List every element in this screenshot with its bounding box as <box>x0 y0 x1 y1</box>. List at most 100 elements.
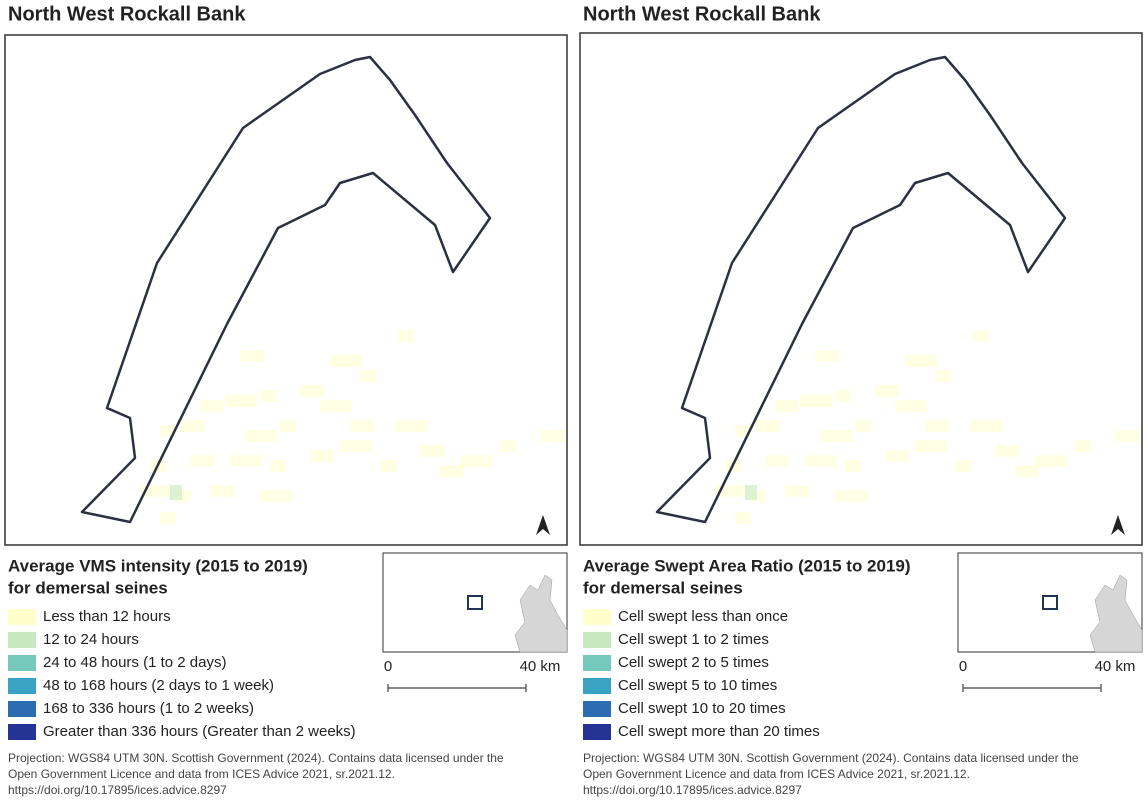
bank-boundary <box>655 55 1067 524</box>
fishing-cell <box>280 420 296 432</box>
fishing-cell <box>815 350 839 362</box>
legend-label: 24 to 48 hours (1 to 2 days) <box>43 654 226 671</box>
legend-label: 48 to 168 hours (2 days to 1 week) <box>43 677 274 694</box>
fishing-cell <box>765 455 789 467</box>
legend-label: Less than 12 hours <box>43 608 171 625</box>
fishing-cell <box>350 420 374 432</box>
footnote: Open Government Licence and data from IC… <box>8 767 395 781</box>
fishing-cell <box>885 450 909 462</box>
legend-swatch <box>8 609 36 625</box>
fishing-cell <box>240 350 264 362</box>
legend-swatch <box>8 701 36 717</box>
legend-swatch <box>8 678 36 694</box>
legend-swatch <box>583 609 611 625</box>
fishing-cell <box>935 370 951 382</box>
legend-title: Average VMS intensity (2015 to 2019) <box>8 556 308 575</box>
fishing-cell <box>1035 455 1067 467</box>
footnote: Open Government Licence and data from IC… <box>583 767 970 781</box>
fishing-cell <box>755 420 779 432</box>
scale-label: 0 <box>959 658 967 675</box>
legend-title: for demersal seines <box>583 578 743 597</box>
legend-label: Cell swept 10 to 20 times <box>618 700 786 717</box>
legend-swatch <box>583 632 611 648</box>
legend-swatch <box>8 724 36 740</box>
footnote: https://doi.org/10.17895/ices.advice.829… <box>8 783 227 797</box>
scale-label: 40 km <box>1095 658 1136 675</box>
legend-label: Cell swept 2 to 5 times <box>618 654 769 671</box>
inset-land <box>514 574 568 653</box>
legend-swatch <box>583 655 611 671</box>
fishing-cell <box>820 430 852 442</box>
fishing-cell <box>775 400 799 412</box>
legend-label: Cell swept 5 to 10 times <box>618 677 777 694</box>
fishing-cell <box>190 455 214 467</box>
fishing-cell <box>1015 465 1039 477</box>
fishing-cell <box>260 490 292 502</box>
fishing-cell <box>785 485 809 497</box>
fishing-cell <box>805 455 837 467</box>
fishing-cell <box>970 420 1002 432</box>
scale-label: 40 km <box>520 658 561 675</box>
fishing-cell <box>300 385 324 397</box>
legend-title: for demersal seines <box>8 578 168 597</box>
fishing-cell <box>745 485 757 500</box>
fishing-cell <box>170 485 182 500</box>
scale-bar <box>962 684 1102 692</box>
fishing-cell <box>420 445 444 457</box>
scale-bar <box>387 684 527 692</box>
fishing-cell <box>380 460 396 472</box>
scale-label: 0 <box>384 658 392 675</box>
fishing-cell <box>230 455 262 467</box>
footnote: Projection: WGS84 UTM 30N. Scottish Gove… <box>8 751 504 765</box>
fishing-cell <box>905 355 937 367</box>
north-arrow <box>1111 515 1125 535</box>
fishing-cell <box>855 420 871 432</box>
inset-locator <box>1042 595 1058 610</box>
legend-swatch <box>583 701 611 717</box>
fishing-cell <box>260 390 276 402</box>
fishing-cell <box>460 455 492 467</box>
fishing-cell <box>320 400 352 412</box>
fishing-cell <box>875 385 899 397</box>
legend-swatch <box>583 724 611 740</box>
fishing-cell <box>395 420 427 432</box>
fishing-cell <box>210 485 234 497</box>
legend-swatch <box>583 678 611 694</box>
fishing-cell <box>973 330 989 342</box>
legend-label: 168 to 336 hours (1 to 2 weeks) <box>43 700 254 717</box>
fishing-cell <box>340 440 372 452</box>
north-arrow <box>536 515 550 535</box>
fishing-cell <box>895 400 927 412</box>
legend-label: Cell swept more than 20 times <box>618 723 820 740</box>
fishing-cell <box>200 400 224 412</box>
bank-boundary <box>80 55 492 524</box>
map-panel: North West Rockall Bank Average VMS inten… <box>4 3 568 797</box>
fishing-cell <box>1115 430 1139 442</box>
inset-land <box>1089 574 1143 653</box>
fishing-cell <box>1075 440 1091 452</box>
legend-title: Average Swept Area Ratio (2015 to 2019) <box>583 556 911 575</box>
fishing-cell <box>925 420 949 432</box>
legend-label: 12 to 24 hours <box>43 631 139 648</box>
legend-swatch <box>8 632 36 648</box>
inset-locator <box>467 595 483 610</box>
fishing-cell <box>160 512 176 524</box>
fishing-cell <box>835 490 867 502</box>
fishing-cell <box>245 430 277 442</box>
fishing-cell <box>915 440 947 452</box>
legend-label: Greater than 336 hours (Greater than 2 w… <box>43 723 356 740</box>
fishing-cell <box>540 430 564 442</box>
fishing-cell <box>398 330 414 342</box>
map-title: North West Rockall Bank <box>8 3 246 25</box>
map-title: North West Rockall Bank <box>583 3 821 25</box>
footnote: https://doi.org/10.17895/ices.advice.829… <box>583 783 802 797</box>
fishing-cell <box>440 465 464 477</box>
legend-label: Cell swept less than once <box>618 608 788 625</box>
fishing-cell <box>225 395 257 407</box>
fishing-cell <box>270 460 286 472</box>
footnote: Projection: WGS84 UTM 30N. Scottish Gove… <box>583 751 1079 765</box>
fishing-cell <box>735 512 751 524</box>
fishing-cell <box>955 460 971 472</box>
